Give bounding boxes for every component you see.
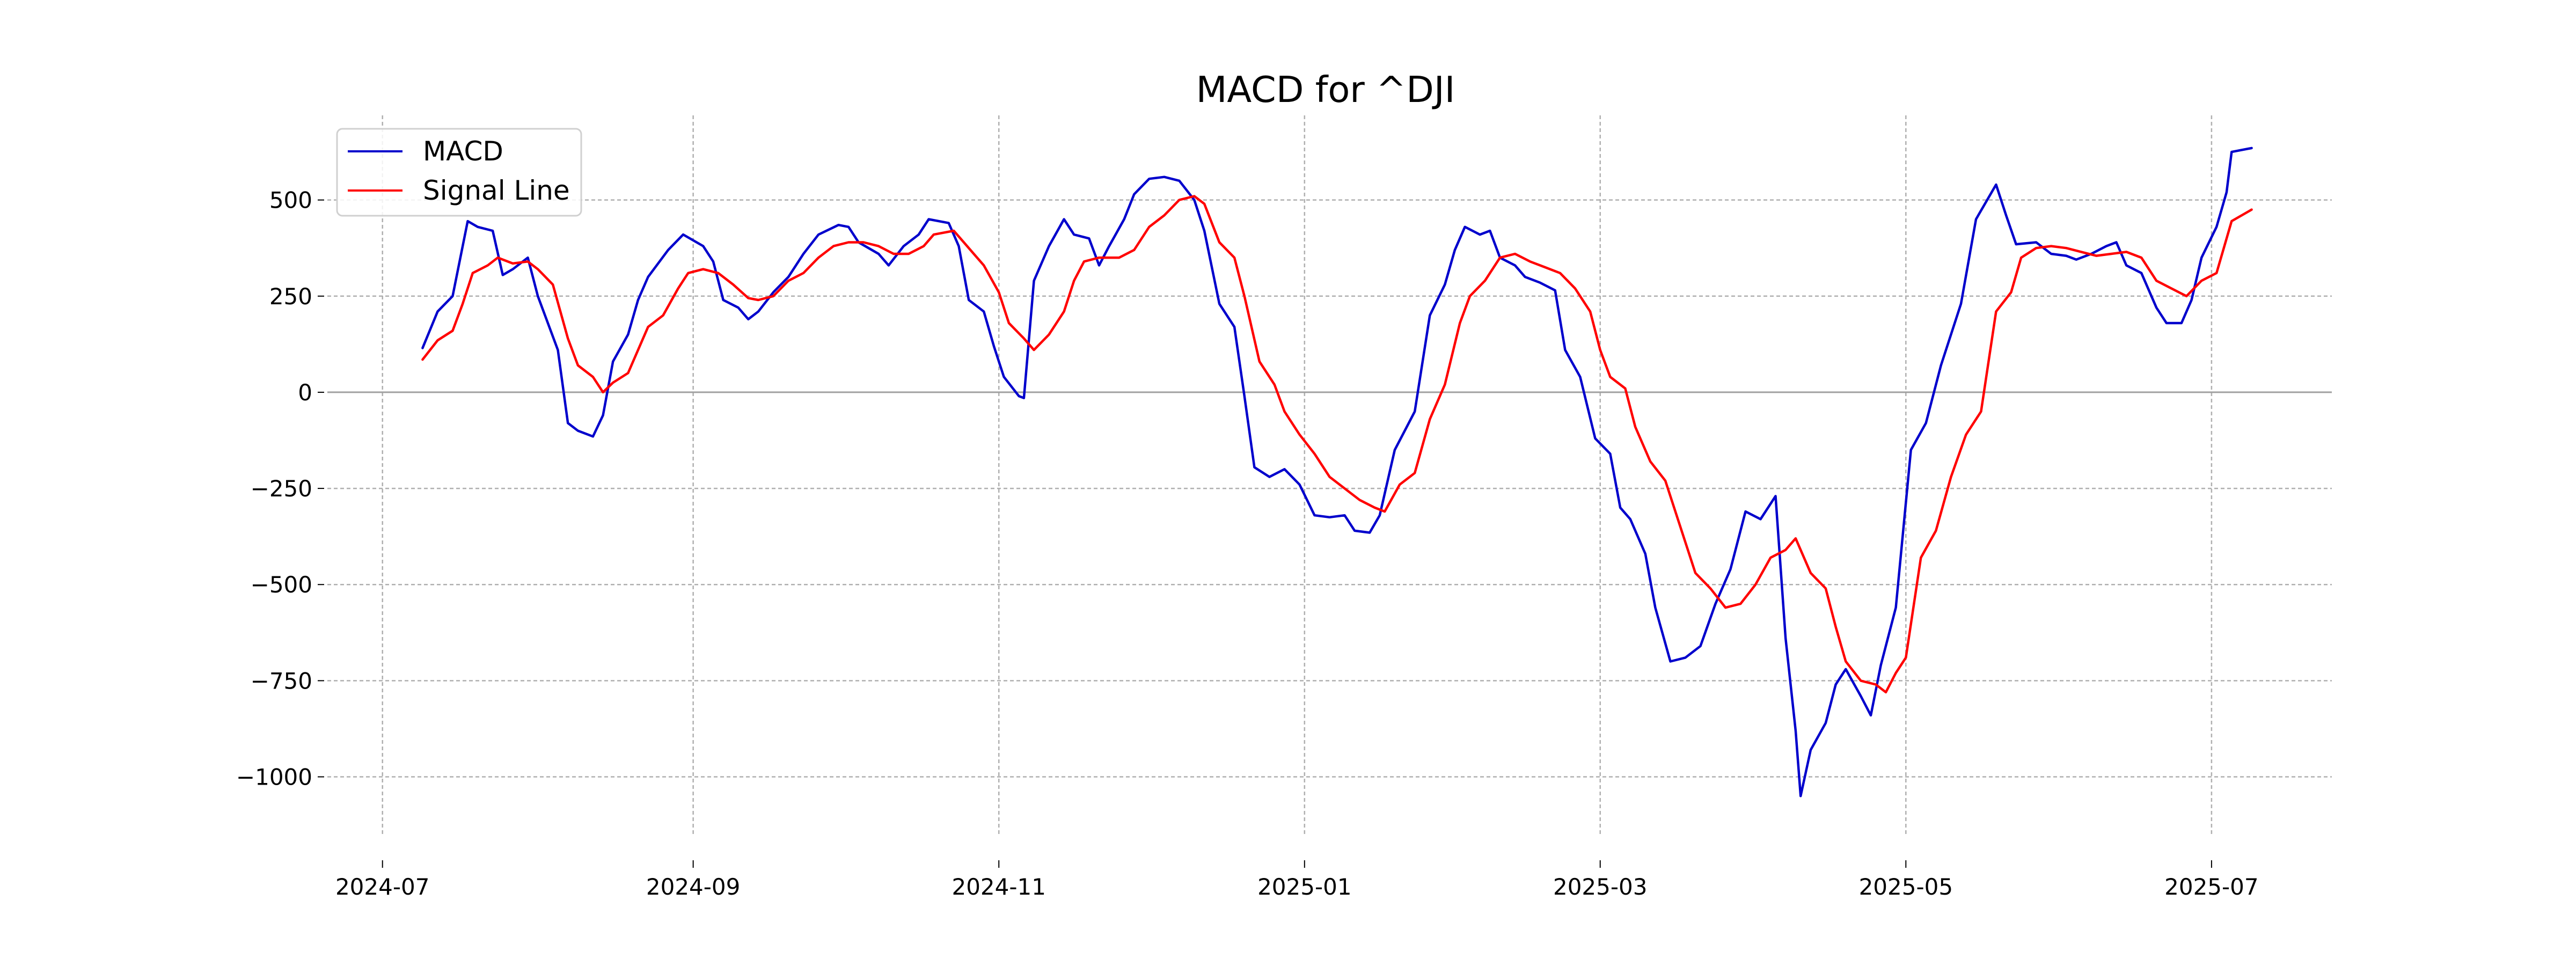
series-line-signal-line <box>421 195 2253 694</box>
y-tick-label: −1000 <box>236 764 312 791</box>
series-line-macd <box>421 147 2253 797</box>
x-axis-ticks: 2024-07 2024-09 2024-11 2025-01 2025-03 2025-… <box>335 860 2259 900</box>
series-lines <box>421 147 2253 797</box>
x-tick-label: 2025-07 <box>2164 874 2259 900</box>
y-tick-label: −500 <box>251 572 312 598</box>
x-tick-label: 2024-11 <box>952 874 1046 900</box>
x-tick-label: 2024-09 <box>646 874 741 900</box>
y-tick-label: 250 <box>269 283 312 310</box>
chart-title: MACD for ^DJI <box>1196 69 1455 111</box>
legend-label-signal-line: Signal Line <box>423 175 570 206</box>
y-tick-label: −750 <box>251 668 312 694</box>
x-tick-label: 2025-01 <box>1257 874 1352 900</box>
x-tick-label: 2025-03 <box>1553 874 1648 900</box>
grid <box>327 115 2332 835</box>
x-tick-label: 2024-07 <box>335 874 430 900</box>
y-tick-label: 500 <box>269 187 312 214</box>
legend: MACD Signal Line <box>336 128 582 217</box>
legend-label-macd: MACD <box>423 136 503 167</box>
x-tick-label: 2025-05 <box>1859 874 1953 900</box>
y-tick-label: 0 <box>298 379 312 406</box>
y-axis-ticks: 500 250 0 −250 −500 −750 −1000 <box>236 187 324 791</box>
y-tick-label: −250 <box>251 475 312 502</box>
